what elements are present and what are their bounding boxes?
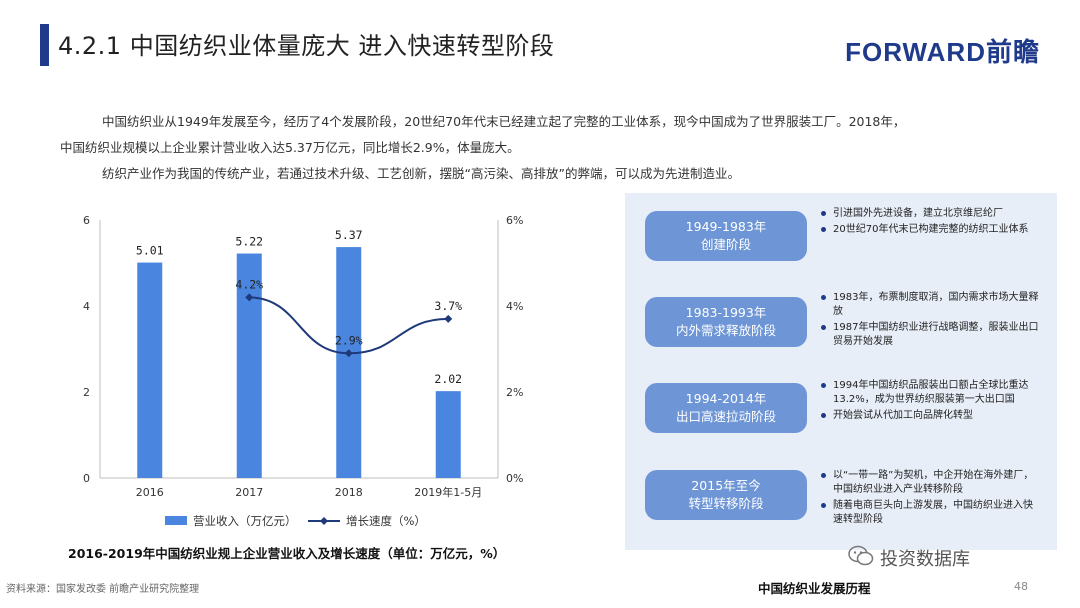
stages-panel: 1949-1983年 创建阶段 引进国外先进设备，建立北京维尼纶厂 20世纪70… <box>625 193 1057 550</box>
line-data-label: 2.9% <box>335 333 363 347</box>
y2-tick-label: 2% <box>506 386 523 399</box>
bar-revenue <box>137 262 163 478</box>
bar-revenue <box>236 253 262 478</box>
stage-point: 随着电商巨头向上游发展，中国纺织业进入快速转型阶段 <box>821 499 1041 527</box>
stage-points-3: 1994年中国纺织品服装出口额占全球比重达13.2%，成为世界纺织服装第一大出口… <box>821 379 1041 425</box>
bar-revenue <box>336 247 362 478</box>
growth-rate-point <box>344 349 353 358</box>
stage-period: 1983-1993年 <box>685 305 767 320</box>
y-tick-label: 0 <box>83 472 90 485</box>
stage-period: 1949-1983年 <box>685 219 767 234</box>
stage-period: 1994-2014年 <box>685 391 767 406</box>
y-tick-label: 6 <box>83 214 90 227</box>
x-tick-label: 2016 <box>136 486 164 499</box>
bar-data-label: 5.01 <box>136 244 164 258</box>
x-tick-label: 2018 <box>335 486 363 499</box>
stage-box-4: 2015年至今 转型转移阶段 <box>645 470 807 520</box>
stage-points-1: 引进国外先进设备，建立北京维尼纶厂 20世纪70年代末已构建完整的纺织工业体系 <box>821 207 1041 239</box>
x-tick-label: 2017 <box>235 486 263 499</box>
x-tick-label: 2019年1-5月 <box>414 485 482 499</box>
bar-revenue <box>435 391 461 478</box>
stage-box-2: 1983-1993年 内外需求释放阶段 <box>645 297 807 347</box>
line-data-label: 3.7% <box>434 299 462 313</box>
legend-line-label: 增长速度（%） <box>346 514 426 528</box>
stage-point: 1983年，布票制度取消，国内需求市场大量释放 <box>821 291 1041 319</box>
chart-title: 2016-2019年中国纺织业规上企业营业收入及增长速度（单位：万亿元，%） <box>68 546 506 561</box>
stage-box-3: 1994-2014年 出口高速拉动阶段 <box>645 383 807 433</box>
growth-rate-point <box>245 293 254 302</box>
page-title: 4.2.1 中国纺织业体量庞大 进入快速转型阶段 <box>58 32 555 60</box>
y2-tick-label: 4% <box>506 300 523 313</box>
intro-line-3: 纺织产业作为我国的传统产业，若通过技术升级、工艺创新，摆脱“高污染、高排放”的弊… <box>102 166 740 181</box>
title-accent-bar <box>40 24 49 66</box>
stage-name: 出口高速拉动阶段 <box>675 409 776 424</box>
y2-tick-label: 0% <box>506 472 523 485</box>
stage-point: 开始尝试从代加工向品牌化转型 <box>821 409 1041 423</box>
chart-legend: 营业收入（万亿元） 增长速度（%） <box>165 514 426 528</box>
brand-logo: FORWARD前瞻 <box>845 37 1040 67</box>
y-tick-label: 4 <box>83 300 90 313</box>
stage-point: 20世纪70年代末已构建完整的纺织工业体系 <box>821 223 1041 237</box>
stage-points-4: 以“一带一路”为契机，中企开始在海外建厂，中国纺织业进入产业转移阶段 随着电商巨… <box>821 469 1041 529</box>
intro-line-2: 中国纺织业规模以上企业累计营业收入达5.37万亿元，同比增长2.9%，体量庞大。 <box>60 140 520 155</box>
bar-data-label: 5.37 <box>335 228 363 242</box>
stage-point: 1994年中国纺织品服装出口额占全球比重达13.2%，成为世界纺织服装第一大出口… <box>821 379 1041 407</box>
legend-bar-label: 营业收入（万亿元） <box>193 514 297 528</box>
source-note: 资料来源：国家发改委 前瞻产业研究院整理 <box>6 584 200 595</box>
chart-bars: 5.01 5.22 5.37 2.02 <box>136 228 462 478</box>
chart-axes: 0 2 4 6 0% 2% 4% 6% 2016 2017 2018 2019年1-5月 <box>83 214 523 499</box>
stage-name: 转型转移阶段 <box>688 496 764 511</box>
wechat-icon <box>848 545 874 566</box>
stage-name: 内外需求释放阶段 <box>675 323 776 338</box>
stage-point: 1987年中国纺织业进行战略调整，服装业出口贸易开始发展 <box>821 321 1041 349</box>
legend-bar-swatch <box>165 516 187 525</box>
page-number: 48 <box>1014 580 1028 593</box>
legend-line-marker <box>320 517 328 525</box>
stage-point: 以“一带一路”为契机，中企开始在海外建厂，中国纺织业进入产业转移阶段 <box>821 469 1041 497</box>
stage-points-2: 1983年，布票制度取消，国内需求市场大量释放 1987年中国纺织业进行战略调整… <box>821 291 1041 351</box>
stage-name: 创建阶段 <box>700 237 751 252</box>
section-title: 中国纺织业发展历程 <box>758 581 871 596</box>
chart-line: 4.2% 2.9% 3.7% <box>235 277 462 358</box>
bar-data-label: 2.02 <box>434 372 462 386</box>
y-tick-label: 2 <box>83 386 90 399</box>
stage-period: 2015年至今 <box>691 478 761 493</box>
wechat-account-name: 投资数据库 <box>880 549 970 570</box>
growth-rate-point <box>444 314 453 323</box>
bar-data-label: 5.22 <box>235 235 263 249</box>
stage-point: 引进国外先进设备，建立北京维尼纶厂 <box>821 207 1041 221</box>
stage-box-1: 1949-1983年 创建阶段 <box>645 211 807 261</box>
y2-tick-label: 6% <box>506 214 523 227</box>
line-data-label: 4.2% <box>235 277 263 291</box>
intro-line-1: 中国纺织业从1949年发展至今，经历了4个发展阶段，20世纪70年代末已经建立起… <box>102 114 906 129</box>
